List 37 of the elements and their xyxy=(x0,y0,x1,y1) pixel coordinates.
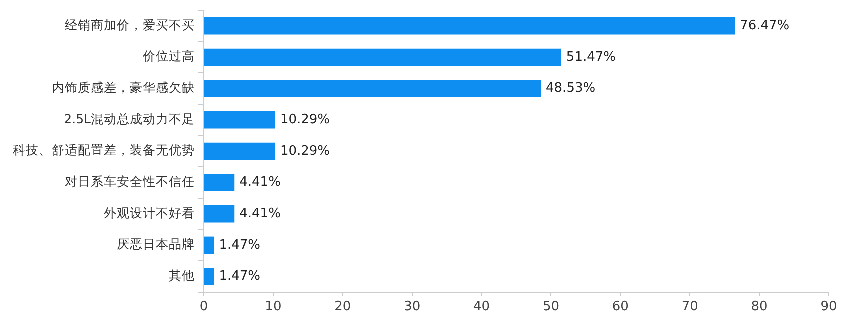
y-tick-label: 对日系车安全性不信任 xyxy=(65,174,195,190)
y-tick-label: 内饰质感差，豪华感欠缺 xyxy=(52,80,195,96)
bar xyxy=(204,236,214,254)
x-tick-label: 10 xyxy=(265,300,282,315)
bar xyxy=(204,205,235,223)
y-tick-label: 厌恶日本品牌 xyxy=(117,236,195,252)
data-label: 76.47% xyxy=(740,18,790,34)
data-label: 1.47% xyxy=(219,269,261,284)
y-tick-label: 外观设计不好看 xyxy=(104,205,195,220)
bar xyxy=(204,142,276,160)
x-tick-label: 80 xyxy=(751,300,768,315)
x-tick-label: 60 xyxy=(612,300,629,315)
y-tick-label: 科技、舒适配置差，装备无优势 xyxy=(13,142,195,158)
data-label: 4.41% xyxy=(240,206,281,222)
y-tick-label: 价位过高 xyxy=(142,48,195,64)
x-tick-label: 40 xyxy=(474,300,490,315)
data-label: 10.29% xyxy=(280,112,330,128)
x-tick-label: 30 xyxy=(404,300,421,315)
y-tick-label: 其他 xyxy=(169,268,195,283)
bar xyxy=(204,80,542,98)
data-label: 51.47% xyxy=(566,50,616,65)
bar xyxy=(204,112,276,129)
bar xyxy=(204,48,562,66)
bar xyxy=(204,174,235,192)
data-label: 4.41% xyxy=(240,175,281,190)
y-tick-label: 2.5L混动总成动力不足 xyxy=(64,111,195,126)
x-tick-label: 0 xyxy=(200,300,208,315)
data-label: 10.29% xyxy=(280,144,330,159)
x-tick-label: 90 xyxy=(820,300,838,315)
bar xyxy=(204,268,214,286)
y-tick-label: 经销商加价，爱买不买 xyxy=(65,17,195,32)
x-tick-label: 50 xyxy=(542,300,560,315)
bar xyxy=(204,18,736,35)
data-label: 1.47% xyxy=(219,238,261,253)
data-label: 48.53% xyxy=(546,81,596,96)
x-tick-label: 20 xyxy=(334,300,352,315)
x-tick-label: 70 xyxy=(682,300,698,315)
